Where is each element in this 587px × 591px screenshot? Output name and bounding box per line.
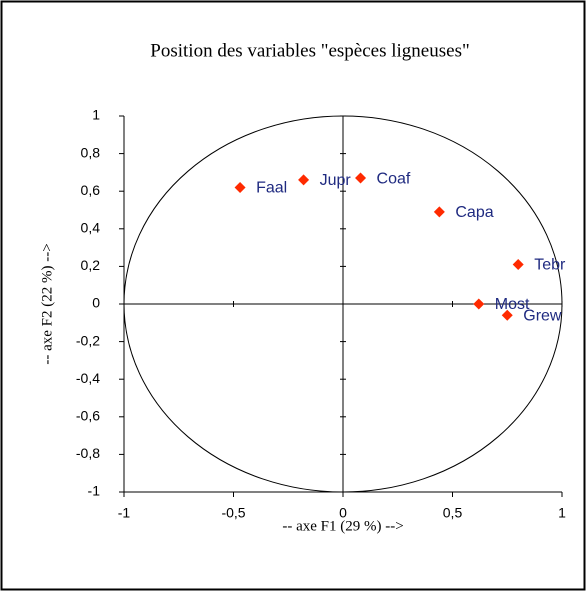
y-tick-label: -0,6 — [76, 408, 100, 424]
point — [234, 181, 246, 193]
x-tick-label: -1 — [118, 505, 131, 521]
y-tick-label: 0,6 — [81, 182, 101, 198]
x-axis-label: -- axe F1 (29 %) --> — [282, 518, 403, 534]
point-label: Coaf — [377, 170, 411, 187]
x-tick-label: -0,5 — [221, 505, 245, 521]
point — [501, 309, 513, 321]
point-label: Grew — [523, 307, 562, 324]
point — [512, 259, 524, 271]
y-tick-label: -0,4 — [76, 370, 100, 386]
point-label: Jupr — [320, 172, 352, 189]
y-tick-label: 0 — [92, 295, 100, 311]
point-label: Most — [495, 296, 530, 313]
y-axis-label: -- axe F2 (22 %) --> — [39, 243, 55, 364]
point-label: Capa — [455, 204, 493, 221]
point-label: Faal — [256, 180, 287, 197]
y-tick-label: -0,8 — [76, 445, 100, 461]
y-tick-label: 0,8 — [81, 144, 101, 160]
chart-title: Position des variables "espèces ligneuse… — [150, 40, 469, 61]
point — [355, 172, 367, 184]
point — [298, 174, 310, 186]
x-tick-label: 0 — [339, 505, 347, 521]
y-tick-label: 0,4 — [81, 220, 101, 236]
y-tick-label: 1 — [92, 107, 100, 123]
x-tick-label: 0,5 — [443, 505, 463, 521]
point — [473, 298, 485, 310]
y-tick-label: -1 — [88, 483, 101, 499]
point — [433, 206, 445, 218]
point-label: Tebr — [534, 257, 566, 274]
y-tick-label: 0,2 — [81, 257, 101, 273]
x-tick-label: 1 — [558, 505, 566, 521]
y-tick-label: -0,2 — [76, 332, 100, 348]
